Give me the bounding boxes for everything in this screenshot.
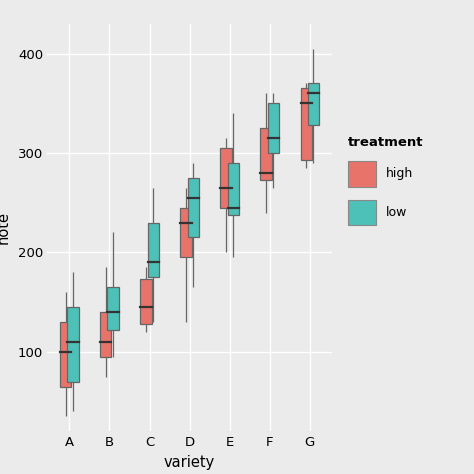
Bar xyxy=(67,307,79,382)
Text: treatment: treatment xyxy=(347,136,423,148)
Bar xyxy=(188,178,199,237)
Bar xyxy=(220,148,232,208)
Bar xyxy=(60,322,72,387)
Y-axis label: note: note xyxy=(0,211,11,244)
Text: low: low xyxy=(386,206,408,219)
Bar xyxy=(100,312,111,357)
Bar xyxy=(347,200,376,225)
Bar xyxy=(228,163,239,215)
Bar xyxy=(140,279,152,324)
X-axis label: variety: variety xyxy=(164,456,215,471)
Bar xyxy=(308,83,319,125)
Bar xyxy=(268,103,279,153)
Bar xyxy=(347,161,376,187)
Bar xyxy=(181,208,191,257)
Bar xyxy=(147,223,159,277)
Bar xyxy=(108,287,118,330)
Bar xyxy=(261,128,272,180)
Bar xyxy=(301,88,312,160)
Text: high: high xyxy=(386,167,413,181)
